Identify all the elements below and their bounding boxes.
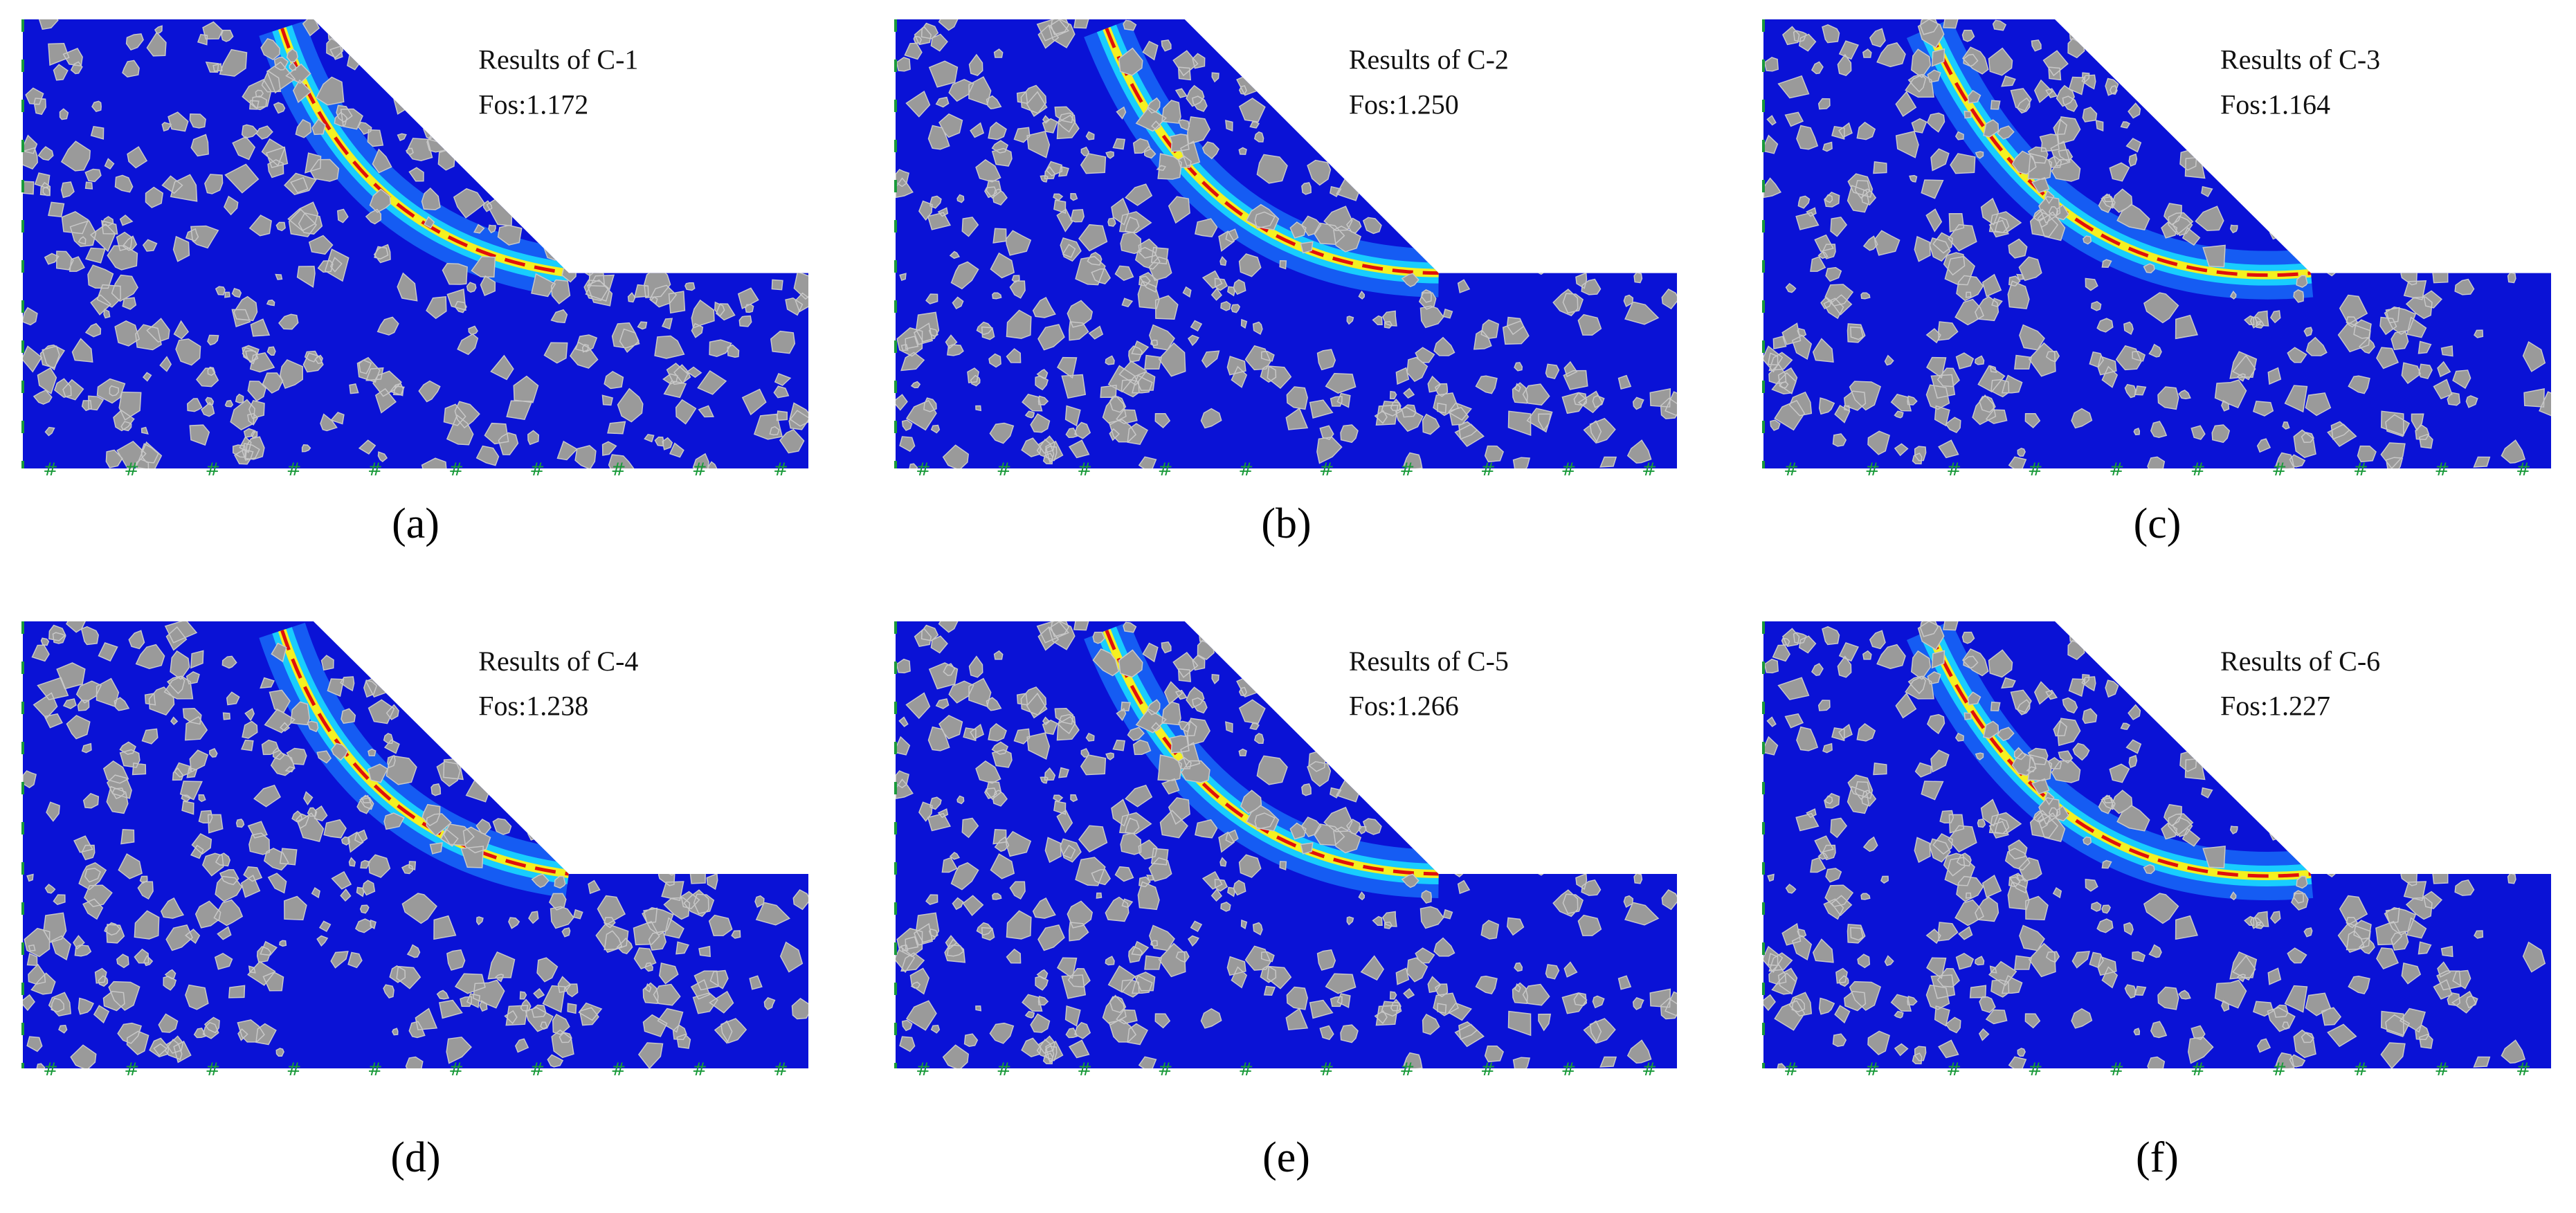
support-mark: # (2028, 1059, 2043, 1080)
shear-zone (1105, 28, 1439, 275)
panel-title: Results of C-3 (2220, 44, 2380, 75)
support-mark: # (1238, 459, 1253, 480)
support-mark: # (448, 1059, 464, 1080)
panel-caption: (c) (2134, 500, 2182, 547)
support-mark: # (2028, 459, 2043, 480)
particles (23, 621, 808, 1068)
support-mark: # (2353, 459, 2368, 480)
support-mark: # (916, 459, 931, 480)
shear-zone (1927, 27, 2312, 277)
panel-fos: Fos:1.227 (2220, 691, 2330, 722)
support-mark: # (2516, 1059, 2531, 1080)
panel-caption: (e) (1262, 1134, 1310, 1181)
support-mark: # (1319, 1059, 1334, 1080)
support-mark: # (773, 1059, 788, 1080)
shear-zone (280, 630, 570, 876)
panel: # # # # # # # # # # Results of C-4 Fos:1.238 (21, 621, 808, 1080)
panel-title: Results of C-6 (2220, 646, 2380, 677)
shear-zone (1105, 630, 1439, 876)
support-mark: # (287, 459, 302, 480)
support-mark: # (1399, 1059, 1415, 1080)
support-mark: # (1077, 459, 1092, 480)
support-mark: # (916, 1059, 931, 1080)
support-mark: # (1946, 1059, 1961, 1080)
support-mark: # (2109, 1059, 2124, 1080)
panel-fos: Fos:1.250 (1349, 89, 1459, 120)
support-mark: # (2435, 459, 2450, 480)
support-mark: # (2435, 1059, 2450, 1080)
support-mark: # (1158, 459, 1173, 480)
support-mark: # (43, 1059, 58, 1080)
support-mark: # (2271, 1059, 2287, 1080)
support-mark: # (368, 1059, 383, 1080)
support-mark: # (692, 1059, 707, 1080)
shear-zone (1927, 629, 2312, 878)
support-mark: # (2190, 1059, 2206, 1080)
support-mark: # (611, 1059, 626, 1080)
panel-title: Results of C-5 (1349, 646, 1509, 677)
panel: # # # # # # # # # # Results of C-1 Fos:1.172 (21, 19, 808, 480)
support-mark: # (448, 459, 464, 480)
support-mark: # (1480, 459, 1496, 480)
support-mark: # (1561, 1059, 1577, 1080)
panel: # # # # # # # # # # Results of C-5 Fos:1.266 (894, 621, 1677, 1080)
support-mark: # (287, 1059, 302, 1080)
panel-fos: Fos:1.266 (1349, 691, 1459, 722)
panel-fos: Fos:1.238 (478, 691, 588, 722)
support-mark: # (1561, 459, 1577, 480)
support-mark: # (2271, 459, 2287, 480)
field (23, 621, 808, 1068)
support-mark: # (124, 459, 139, 480)
panel-caption: (f) (2136, 1134, 2179, 1181)
support-mark: # (2109, 459, 2124, 480)
support-mark: # (1642, 1059, 1657, 1080)
support-mark: # (1946, 459, 1961, 480)
support-mark: # (43, 459, 58, 480)
panel-caption: (a) (392, 500, 439, 547)
support-mark: # (206, 1059, 221, 1080)
panel-fos: Fos:1.172 (478, 89, 588, 120)
panel-title: Results of C-1 (478, 44, 638, 75)
panel-title: Results of C-4 (478, 646, 638, 677)
support-mark: # (529, 459, 545, 480)
panel-fos: Fos:1.164 (2220, 89, 2330, 120)
support-mark: # (692, 459, 707, 480)
support-mark: # (1319, 459, 1334, 480)
support-mark: # (997, 459, 1012, 480)
support-mark: # (529, 1059, 545, 1080)
support-mark: # (1480, 1059, 1496, 1080)
panel-caption: (b) (1261, 500, 1311, 547)
support-mark: # (1158, 1059, 1173, 1080)
support-mark: # (1865, 459, 1880, 480)
support-mark: # (773, 459, 788, 480)
panel-caption: (d) (390, 1134, 440, 1181)
panel: # # # # # # # # # # Results of C-2 Fos:1.250 (894, 19, 1677, 480)
support-mark: # (1399, 459, 1415, 480)
panel: # # # # # # # # # # Results of C-3 Fos:1.164 (1762, 19, 2551, 480)
support-mark: # (611, 459, 626, 480)
support-mark: # (2516, 459, 2531, 480)
support-mark: # (1238, 1059, 1253, 1080)
support-mark: # (124, 1059, 139, 1080)
panel-title: Results of C-2 (1349, 44, 1509, 75)
support-mark: # (2190, 459, 2206, 480)
support-mark: # (1865, 1059, 1880, 1080)
panel: # # # # # # # # # # Results of C-6 Fos:1.227 (1762, 621, 2551, 1080)
support-mark: # (1784, 1059, 1799, 1080)
support-mark: # (206, 459, 221, 480)
support-mark: # (1642, 459, 1657, 480)
support-mark: # (2353, 1059, 2368, 1080)
support-mark: # (997, 1059, 1012, 1080)
support-mark: # (368, 459, 383, 480)
support-mark: # (1784, 459, 1799, 480)
support-mark: # (1077, 1059, 1092, 1080)
